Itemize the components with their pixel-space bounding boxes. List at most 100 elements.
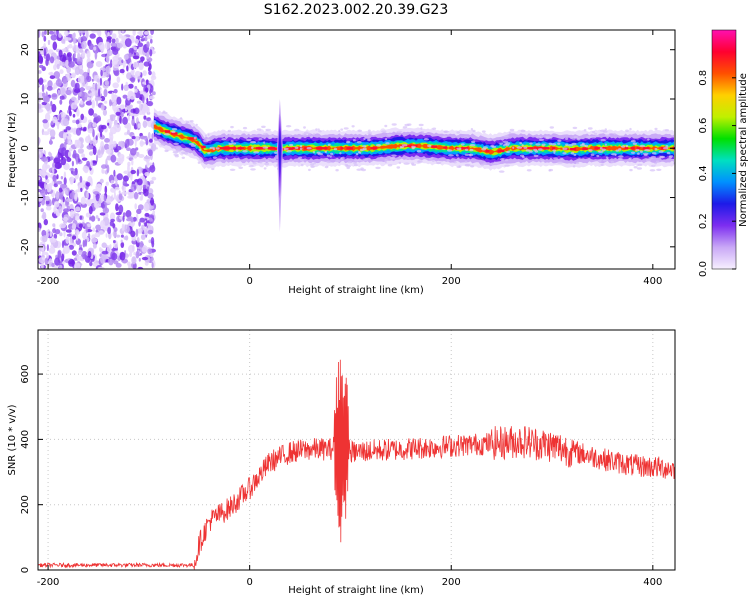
noise-speckle (112, 48, 119, 55)
noise-speckle (59, 61, 66, 66)
ridge-speckle (579, 144, 586, 147)
ridge-speckle (565, 143, 569, 146)
ridge-hot-segment (406, 144, 412, 147)
noise-speckle (44, 30, 47, 35)
noise-speckle (114, 70, 120, 77)
noise-speckle (82, 165, 90, 172)
ridge-speckle (570, 152, 575, 155)
noise-speckle (48, 72, 54, 76)
ridge-speckle (229, 168, 236, 171)
noise-speckle (98, 230, 104, 235)
noise-speckle (148, 70, 152, 76)
colorbar-gradient (711, 29, 737, 270)
ridge-speckle (338, 129, 341, 133)
ridge-speckle (447, 149, 453, 152)
noise-speckle (137, 266, 144, 269)
noise-speckle (59, 191, 64, 201)
noise-speckle (78, 223, 83, 229)
ridge-speckle (528, 150, 533, 153)
ridge-speckle (306, 147, 312, 150)
noise-speckle (85, 197, 92, 207)
noise-speckle (81, 251, 88, 260)
noise-speckle (42, 163, 48, 172)
noise-speckle (147, 229, 154, 235)
ridge-speckle (633, 166, 638, 169)
noise-speckle (121, 191, 127, 195)
noise-speckle (95, 61, 103, 68)
noise-speckle (62, 118, 70, 127)
noise-speckle (86, 160, 90, 167)
ridge-speckle (541, 143, 546, 146)
noise-speckle (87, 233, 91, 239)
ridge-hot-segment (485, 149, 490, 153)
noise-speckle (43, 218, 48, 226)
noise-speckle (129, 77, 135, 82)
ridge-speckle (630, 140, 636, 143)
noise-speckle (142, 184, 147, 189)
ridge-speckle (298, 156, 302, 159)
noise-speckle (132, 108, 136, 113)
noise-speckle (49, 231, 53, 237)
ridge-hot-segment (570, 148, 577, 151)
ridge-speckle (538, 138, 545, 142)
ridge-hot-segment (189, 137, 197, 140)
ridge-speckle (553, 151, 556, 154)
ridge-speckle (386, 133, 393, 136)
ridge-speckle (384, 161, 387, 164)
ridge-speckle (639, 150, 643, 153)
noise-speckle (109, 220, 115, 227)
noise-speckle (57, 154, 61, 161)
noise-speckle (63, 177, 67, 185)
ridge-speckle (310, 165, 315, 168)
ridge-speckle (403, 162, 410, 165)
noise-speckle (104, 143, 110, 150)
noise-speckle (85, 182, 91, 187)
noise-speckle (101, 146, 105, 155)
noise-speckle (127, 161, 131, 167)
noise-speckle (136, 237, 140, 243)
ridge-speckle (432, 159, 435, 163)
colorbar: 0.0 0.2 0.4 0.6 0.8 Normalized spectral ampl… (698, 29, 749, 277)
noise-speckle (59, 113, 62, 123)
noise-speckle (137, 228, 143, 234)
ridge-speckle (198, 148, 202, 152)
noise-speckle (122, 215, 125, 222)
noise-speckle (151, 262, 154, 269)
spectrogram-y-tick-label: 0 (20, 145, 31, 151)
ridge-speckle (299, 147, 303, 150)
ridge-speckle (175, 149, 182, 152)
ridge-hot-segment (539, 147, 547, 150)
ridge-speckle (384, 158, 388, 162)
ridge-speckle (200, 160, 203, 163)
ridge-speckle (199, 158, 203, 161)
ridge-speckle (353, 163, 358, 167)
noise-speckle (151, 71, 156, 78)
noise-speckle (86, 50, 91, 59)
ridge-speckle (417, 160, 421, 163)
noise-speckle (128, 263, 131, 269)
ridge-speckle (481, 130, 486, 133)
ridge-speckle (525, 149, 530, 152)
noise-speckle (131, 69, 135, 78)
ridge-hot-segment (322, 147, 328, 150)
noise-speckle (117, 115, 120, 122)
noise-speckle (42, 246, 45, 255)
ridge-speckle (171, 128, 178, 131)
ridge-speckle (252, 162, 257, 165)
snr-x-ticks: -200 0 200 400 (37, 565, 662, 588)
noise-speckle (123, 84, 129, 92)
noise-speckle (118, 57, 122, 61)
ridge-speckle (442, 135, 448, 138)
noise-speckle (126, 72, 132, 80)
noise-speckle (112, 82, 119, 89)
ridge-speckle (596, 154, 600, 158)
noise-speckle (149, 95, 155, 100)
noise-speckle (40, 208, 44, 213)
ridge-speckle (575, 161, 580, 165)
noise-speckle (79, 244, 83, 248)
noise-speckle (150, 30, 154, 35)
noise-speckle (38, 202, 41, 208)
noise-speckle (62, 196, 65, 203)
noise-speckle (81, 41, 87, 50)
snr-x-tick-label: -200 (37, 577, 60, 588)
